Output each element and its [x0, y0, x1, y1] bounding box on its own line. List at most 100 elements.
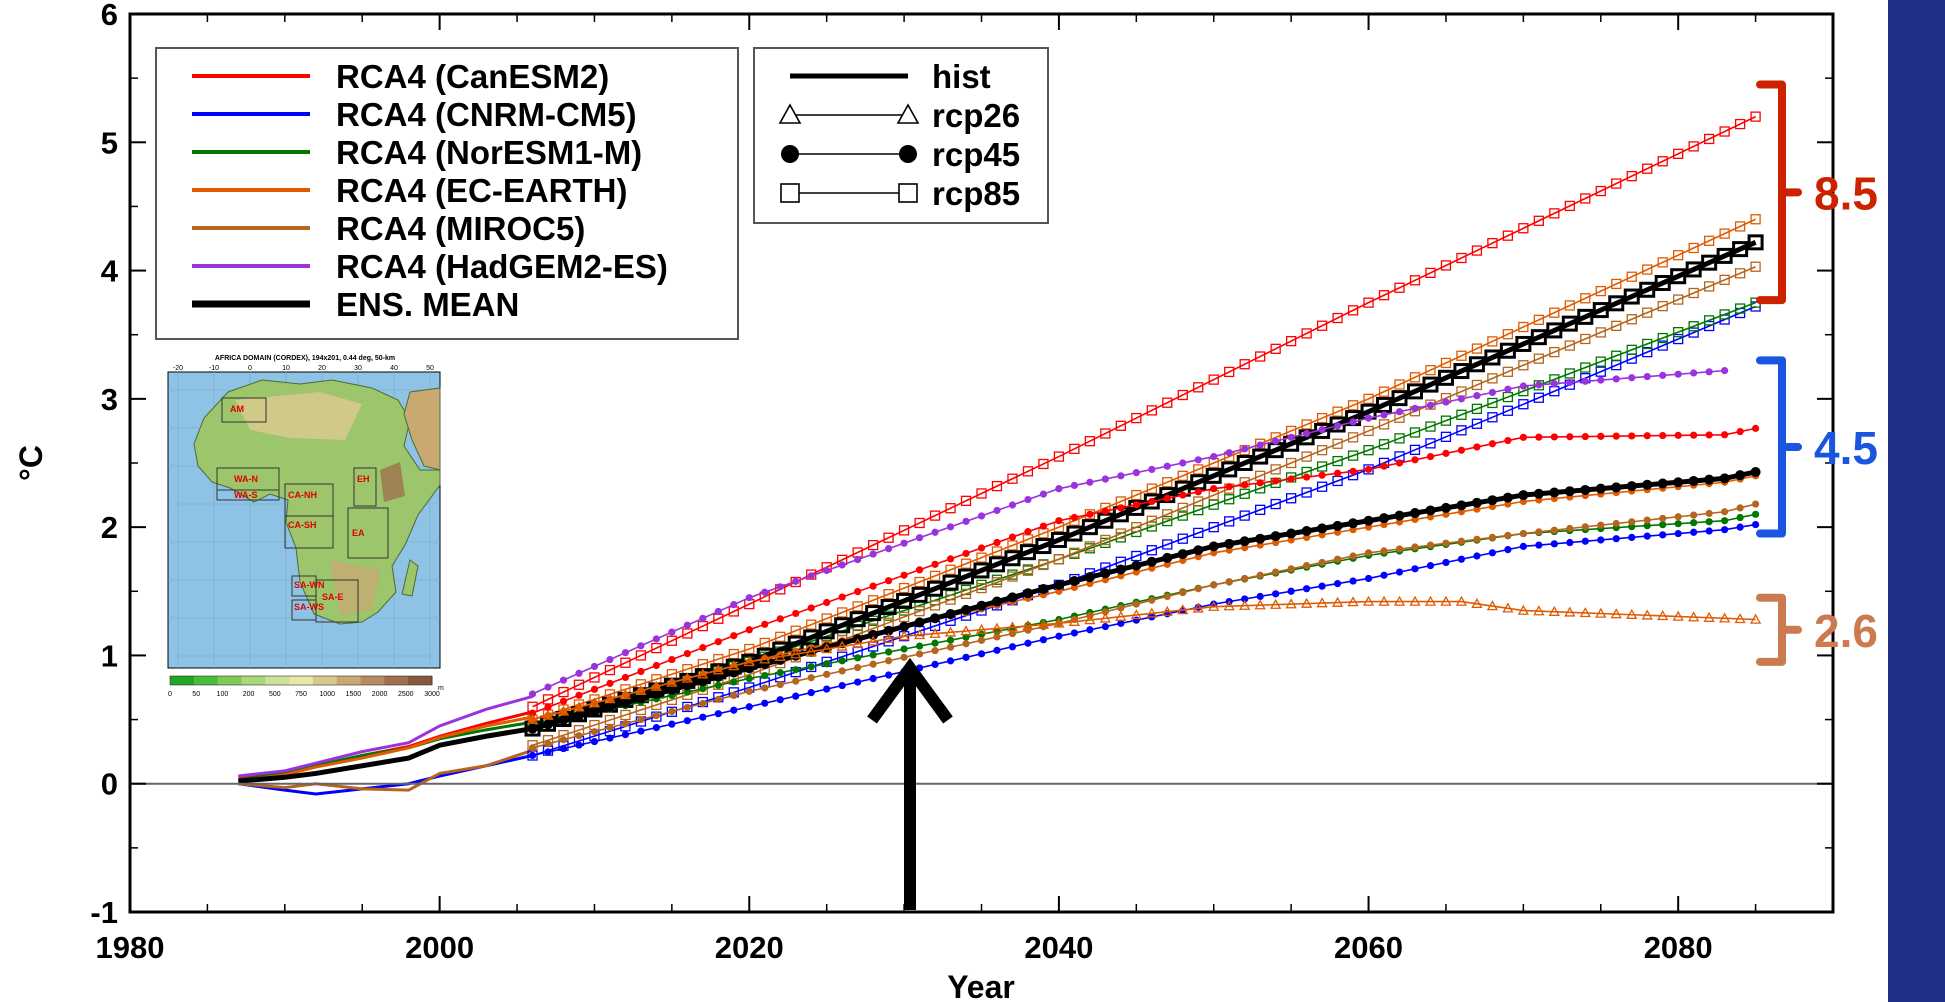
- colorbar-frame: [169, 675, 433, 686]
- data-point-square: [666, 706, 678, 717]
- data-point-circle: [1055, 517, 1063, 525]
- data-point-circle: [699, 685, 707, 693]
- data-point-circle: [931, 560, 939, 568]
- rcp85-line: [532, 265, 1756, 746]
- data-point-triangle: [666, 676, 678, 687]
- data-point-square: [1332, 455, 1343, 467]
- data-point-square: [958, 568, 975, 585]
- colorbar-label: 750: [295, 691, 307, 698]
- data-point-circle: [1210, 485, 1218, 493]
- colorbar-label: 2000: [372, 691, 388, 698]
- data-point-circle: [1690, 519, 1698, 527]
- data-point-circle: [1595, 483, 1606, 494]
- data-point-circle: [1272, 437, 1280, 445]
- data-point-circle: [730, 706, 738, 714]
- data-point-square: [867, 539, 879, 551]
- data-point-square: [976, 582, 987, 594]
- legend-label: RCA4 (NorESM1-M): [336, 134, 642, 171]
- data-point-square: [1363, 297, 1374, 308]
- data-point-triangle: [1053, 617, 1065, 628]
- data-point-square: [1734, 303, 1746, 314]
- data-point-square: [1750, 261, 1761, 272]
- data-point-square: [1734, 118, 1746, 130]
- scenario-label: 2.6: [1814, 605, 1878, 657]
- data-point-square: [1518, 321, 1529, 333]
- data-point-circle: [945, 609, 956, 620]
- data-point-triangle: [1161, 605, 1173, 616]
- data-point-square: [1564, 200, 1575, 212]
- data-point-circle: [1659, 431, 1667, 440]
- data-point-circle: [637, 642, 645, 650]
- data-point-square: [1530, 329, 1547, 346]
- data-point-triangle: [1316, 597, 1328, 608]
- data-point-square: [1084, 436, 1096, 447]
- inset-region-box: [216, 489, 280, 501]
- data-point-square: [1437, 369, 1454, 386]
- data-point-triangle: [774, 650, 786, 661]
- data-point-circle: [1318, 558, 1326, 567]
- data-point-circle: [1332, 520, 1343, 531]
- data-point-circle: [1007, 592, 1018, 603]
- data-point-circle: [604, 702, 615, 713]
- data-point-square: [1301, 328, 1312, 339]
- rcp26-series: [526, 595, 1762, 724]
- data-point-circle: [544, 740, 552, 748]
- data-point-circle: [1022, 588, 1033, 599]
- data-point-square: [1623, 288, 1640, 305]
- data-point-circle: [977, 630, 986, 638]
- data-point-circle: [1442, 558, 1450, 567]
- data-point-circle: [1395, 568, 1404, 576]
- data-point-square: [635, 650, 647, 661]
- data-point-circle: [1070, 629, 1078, 637]
- data-point-circle: [1504, 545, 1512, 554]
- data-point-circle: [869, 660, 877, 668]
- legend-label: RCA4 (CNRM-CM5): [336, 96, 637, 133]
- data-point-circle: [915, 534, 924, 542]
- data-point-circle: [1674, 520, 1682, 528]
- data-point-circle: [1705, 527, 1713, 535]
- data-point-circle: [946, 636, 955, 644]
- data-point-circle: [993, 506, 1001, 515]
- data-point-circle: [946, 657, 955, 665]
- inset-region-label: AM: [230, 404, 244, 414]
- data-point-circle: [838, 657, 846, 665]
- data-point-square: [790, 576, 801, 588]
- data-point-circle: [776, 696, 784, 704]
- inset-lon-label: -20: [173, 365, 183, 372]
- data-point-square: [1471, 245, 1483, 256]
- data-point-circle: [776, 680, 784, 689]
- data-point-circle: [1318, 582, 1326, 590]
- data-point-triangle: [1471, 597, 1483, 609]
- data-point-circle: [1426, 452, 1435, 461]
- slide-side-strip: [1888, 0, 1945, 1002]
- data-point-circle: [1301, 525, 1312, 536]
- colorbar-label: 1500: [346, 691, 362, 698]
- data-point-square: [818, 623, 835, 640]
- data-point-circle: [637, 727, 645, 735]
- inset-region-box: [315, 579, 359, 623]
- data-point-square: [1657, 156, 1668, 167]
- scenario-bracket: [1756, 356, 1802, 538]
- data-point-square: [1471, 403, 1483, 415]
- data-point-circle: [620, 697, 631, 708]
- data-point-circle: [1519, 382, 1527, 390]
- data-point-triangle: [1208, 600, 1220, 611]
- inset-lon-label: 0: [248, 365, 252, 372]
- data-point-circle: [1519, 542, 1527, 550]
- data-point-circle: [714, 695, 722, 704]
- data-point-circle: [730, 678, 738, 686]
- data-point-circle: [1286, 528, 1297, 539]
- data-point-square: [1363, 445, 1374, 456]
- data-point-circle: [1674, 370, 1682, 378]
- data-point-circle: [1504, 385, 1512, 393]
- data-point-square: [1378, 419, 1390, 430]
- data-point-circle: [1333, 555, 1342, 563]
- data-point-triangle: [1641, 609, 1653, 620]
- inset-region-label: SA-WN: [294, 580, 325, 590]
- data-point-square: [1391, 390, 1408, 407]
- data-point-square: [1301, 451, 1312, 462]
- data-point-square: [1131, 521, 1142, 533]
- data-point-circle: [1659, 521, 1667, 529]
- data-point-circle: [1055, 485, 1063, 493]
